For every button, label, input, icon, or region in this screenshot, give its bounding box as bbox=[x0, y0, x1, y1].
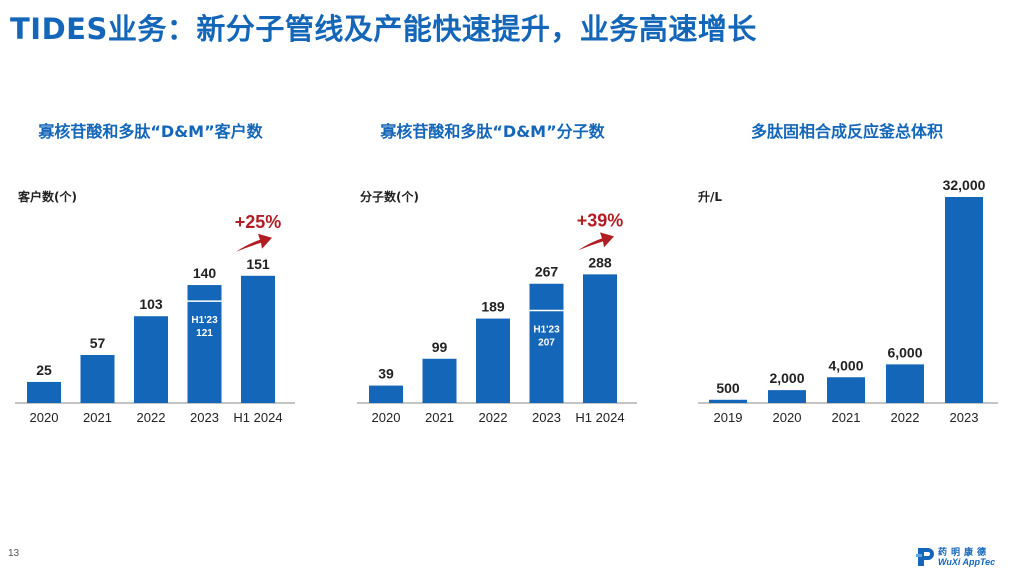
h1-marker-label: H1'23 bbox=[533, 325, 560, 336]
chart-reactor-volume: 500 2019 2,000 2020 4,000 2021 6,000 2022 32,000… bbox=[698, 177, 998, 425]
bar-2021 bbox=[827, 377, 865, 403]
value-label: 6,000 bbox=[887, 344, 922, 360]
chart-client-count: 25 2020 57 2021 103 2022 140 2023 H1'23 121 151 H1 … bbox=[15, 212, 295, 425]
value-label: 189 bbox=[481, 299, 505, 315]
tick-label: 2023 bbox=[532, 410, 561, 425]
h1-marker-value: 121 bbox=[196, 328, 213, 339]
chart-molecule-count: 39 2020 99 2021 189 2022 267 2023 H1'23 207 288 H1 … bbox=[357, 210, 637, 425]
bar-2022 bbox=[886, 364, 924, 403]
bar-2023 bbox=[529, 283, 564, 403]
tick-label: 2020 bbox=[30, 410, 59, 425]
h1-marker-label: H1'23 bbox=[191, 315, 218, 326]
value-label: 57 bbox=[90, 335, 106, 351]
tick-label: 2021 bbox=[832, 410, 861, 425]
value-label: 4,000 bbox=[828, 357, 863, 373]
value-label: 32,000 bbox=[943, 177, 986, 193]
bar-2023 bbox=[945, 197, 983, 403]
value-label: 267 bbox=[535, 264, 559, 280]
logo-en-text: WuXi AppTec bbox=[938, 557, 996, 567]
chart-1-title: 寡核苷酸和多肽“D&M”客户数 bbox=[38, 122, 263, 141]
growth-label: +39% bbox=[577, 210, 624, 230]
logo-mark-icon bbox=[916, 548, 934, 566]
value-label: 2,000 bbox=[769, 370, 804, 386]
tick-label: 2020 bbox=[773, 410, 802, 425]
bar-h1-2024 bbox=[583, 274, 617, 403]
value-label: 39 bbox=[378, 366, 394, 382]
bar-2022 bbox=[476, 318, 510, 403]
value-label: 500 bbox=[716, 380, 740, 396]
bar-2021 bbox=[80, 354, 115, 403]
growth-arrow-icon bbox=[578, 232, 614, 251]
chart-3-ylabel: 升/L bbox=[698, 190, 723, 204]
value-label: 103 bbox=[139, 296, 163, 312]
chart-3-title: 多肽固相合成反应釜总体积 bbox=[750, 122, 943, 141]
chart-2-title: 寡核苷酸和多肽“D&M”分子数 bbox=[380, 122, 605, 141]
bar-2023 bbox=[187, 285, 222, 403]
value-label: 140 bbox=[193, 265, 217, 281]
tick-label: 2021 bbox=[425, 410, 454, 425]
value-label: 25 bbox=[36, 362, 52, 378]
bar-2021 bbox=[422, 358, 457, 403]
tick-label: H1 2024 bbox=[233, 410, 282, 425]
page-number: 13 bbox=[8, 548, 20, 559]
bar-2019 bbox=[709, 399, 747, 403]
bar-2020 bbox=[768, 390, 806, 403]
value-label: 99 bbox=[432, 339, 448, 355]
tick-label: H1 2024 bbox=[575, 410, 624, 425]
tick-label: 2023 bbox=[190, 410, 219, 425]
chart-2-ylabel: 分子数(个) bbox=[360, 190, 419, 204]
logo-cn-text: 药明康德 bbox=[938, 548, 991, 558]
page-title: TIDES业务：新分子管线及产能快速提升，业务高速增长 bbox=[10, 12, 757, 46]
growth-label: +25% bbox=[235, 212, 282, 232]
h1-marker-value: 207 bbox=[538, 338, 555, 349]
tick-label: 2019 bbox=[714, 410, 743, 425]
value-label: 151 bbox=[246, 256, 270, 272]
company-logo: 药明康德 WuXi AppTec bbox=[916, 544, 1016, 570]
bar-2020 bbox=[27, 381, 61, 403]
tick-label: 2022 bbox=[891, 410, 920, 425]
bar-2022 bbox=[134, 316, 168, 403]
bar-h1-2024 bbox=[241, 275, 275, 403]
tick-label: 2022 bbox=[479, 410, 508, 425]
tick-label: 2021 bbox=[83, 410, 112, 425]
value-label: 288 bbox=[588, 254, 612, 270]
tick-label: 2020 bbox=[372, 410, 401, 425]
tick-label: 2022 bbox=[137, 410, 166, 425]
chart-1-ylabel: 客户数(个) bbox=[18, 190, 77, 204]
growth-arrow-icon bbox=[236, 233, 272, 252]
bar-2020 bbox=[369, 385, 403, 403]
tick-label: 2023 bbox=[950, 410, 979, 425]
